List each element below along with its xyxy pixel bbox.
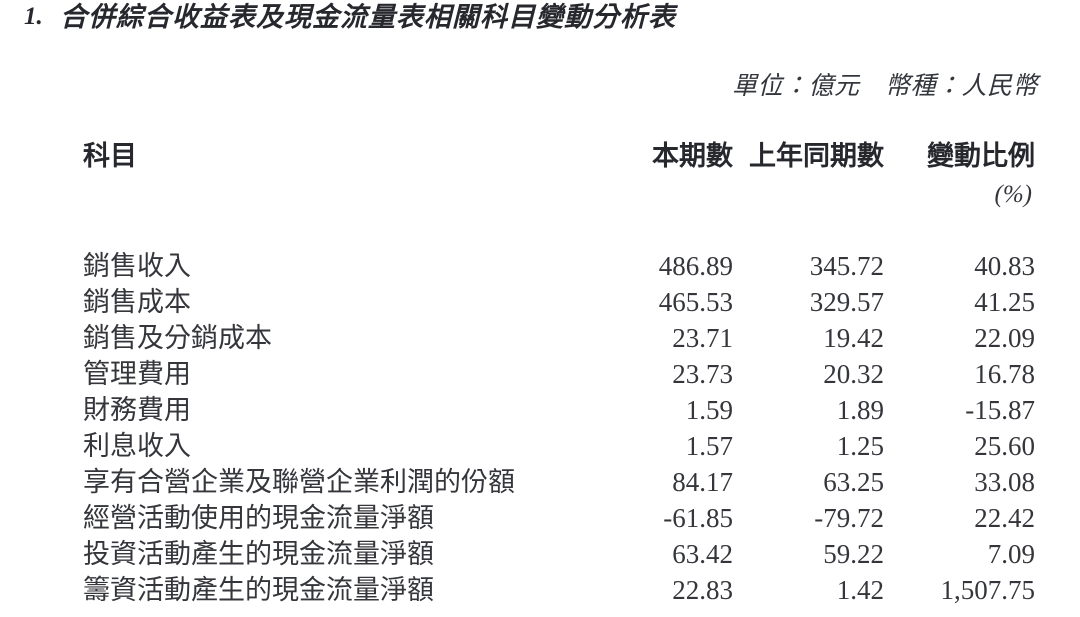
row-label: 銷售及分銷成本 bbox=[83, 323, 272, 353]
column-header-current-period: 本期數 bbox=[652, 141, 733, 171]
unit-currency-note: 單位：億元 幣種：人民幣 bbox=[731, 73, 1038, 100]
cell-change-ratio: 22.09 bbox=[974, 323, 1035, 353]
cell-prior-period: 1.42 bbox=[836, 575, 884, 605]
row-label: 銷售收入 bbox=[83, 251, 191, 281]
table-row: 財務費用 1.59 1.89 -15.87 bbox=[0, 392, 1080, 428]
cell-prior-period: 1.89 bbox=[836, 395, 884, 425]
cell-current-period: 1.57 bbox=[685, 431, 733, 461]
cell-prior-period: 63.25 bbox=[823, 467, 884, 497]
cell-current-period: 23.71 bbox=[672, 323, 733, 353]
table-body: 銷售收入 486.89 345.72 40.83 銷售成本 465.53 329.57 41.… bbox=[0, 248, 1080, 608]
financial-table: 科目 本期數 上年同期數 變動比例 (%) 銷售收入 486.89 345.72 40… bbox=[0, 136, 1080, 608]
row-label: 銷售成本 bbox=[83, 287, 191, 317]
section-number: 1. bbox=[24, 3, 43, 30]
column-header-subject: 科目 bbox=[83, 141, 137, 171]
table-row: 經營活動使用的現金流量淨額 -61.85 -79.72 22.42 bbox=[0, 500, 1080, 536]
table-row: 銷售成本 465.53 329.57 41.25 bbox=[0, 284, 1080, 320]
table-row: 管理費用 23.73 20.32 16.78 bbox=[0, 356, 1080, 392]
cell-change-ratio: 7.09 bbox=[987, 539, 1035, 569]
row-label: 財務費用 bbox=[83, 395, 191, 425]
section-title: 1. 合併綜合收益表及現金流量表相關科目變動分析表 bbox=[0, 0, 1080, 40]
cell-prior-period: 59.22 bbox=[823, 539, 884, 569]
cell-current-period: 63.42 bbox=[672, 539, 733, 569]
cell-current-period: 465.53 bbox=[658, 287, 733, 317]
table-row: 銷售收入 486.89 345.72 40.83 bbox=[0, 248, 1080, 284]
table-row: 享有合營企業及聯營企業利潤的份額 84.17 63.25 33.08 bbox=[0, 464, 1080, 500]
cell-change-ratio: 16.78 bbox=[974, 359, 1035, 389]
column-header-change-ratio: 變動比例 bbox=[927, 141, 1035, 171]
cell-current-period: 22.83 bbox=[672, 575, 733, 605]
cell-change-ratio: -15.87 bbox=[965, 395, 1035, 425]
row-label: 享有合營企業及聯營企業利潤的份額 bbox=[83, 467, 515, 497]
column-header-change-ratio-unit: (%) bbox=[994, 181, 1032, 208]
row-label: 投資活動產生的現金流量淨額 bbox=[83, 539, 434, 569]
row-label: 經營活動使用的現金流量淨額 bbox=[83, 503, 434, 533]
cell-change-ratio: 1,507.75 bbox=[940, 575, 1036, 605]
table-row: 籌資活動產生的現金流量淨額 22.83 1.42 1,507.75 bbox=[0, 572, 1080, 608]
cell-current-period: 23.73 bbox=[672, 359, 733, 389]
cell-prior-period: 20.32 bbox=[823, 359, 884, 389]
table-header-row: 科目 本期數 上年同期數 變動比例 (%) bbox=[0, 136, 1080, 246]
table-row: 銷售及分銷成本 23.71 19.42 22.09 bbox=[0, 320, 1080, 356]
cell-prior-period: 19.42 bbox=[823, 323, 884, 353]
cell-current-period: 84.17 bbox=[672, 467, 733, 497]
cell-change-ratio: 41.25 bbox=[974, 287, 1035, 317]
cell-change-ratio: 40.83 bbox=[974, 251, 1035, 281]
cell-prior-period: 329.57 bbox=[809, 287, 884, 317]
row-label: 利息收入 bbox=[83, 431, 191, 461]
table-row: 投資活動產生的現金流量淨額 63.42 59.22 7.09 bbox=[0, 536, 1080, 572]
cell-current-period: 1.59 bbox=[685, 395, 733, 425]
cell-current-period: 486.89 bbox=[658, 251, 733, 281]
cell-prior-period: 1.25 bbox=[836, 431, 884, 461]
table-row: 利息收入 1.57 1.25 25.60 bbox=[0, 428, 1080, 464]
row-label: 管理費用 bbox=[83, 359, 191, 389]
cell-prior-period: 345.72 bbox=[809, 251, 884, 281]
cell-change-ratio: 22.42 bbox=[974, 503, 1035, 533]
column-header-prior-period: 上年同期數 bbox=[749, 141, 884, 171]
cell-change-ratio: 25.60 bbox=[974, 431, 1035, 461]
row-label: 籌資活動產生的現金流量淨額 bbox=[83, 575, 434, 605]
cell-current-period: -61.85 bbox=[663, 503, 733, 533]
cell-prior-period: -79.72 bbox=[814, 503, 884, 533]
page-title: 合併綜合收益表及現金流量表相關科目變動分析表 bbox=[60, 2, 676, 32]
cell-change-ratio: 33.08 bbox=[974, 467, 1035, 497]
